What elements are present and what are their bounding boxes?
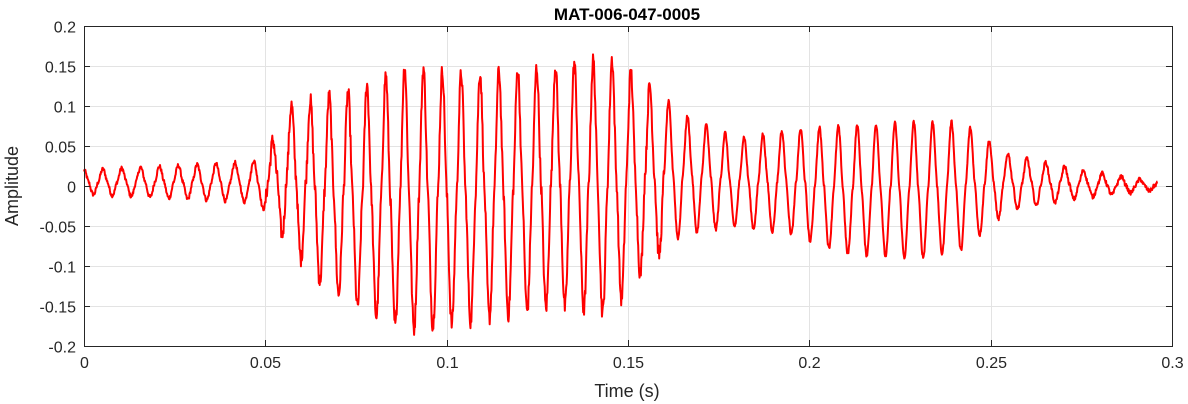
x-tick-label: 0.15: [613, 355, 644, 372]
y-tick-label: 0.1: [54, 100, 76, 117]
x-axis-label: Time (s): [594, 381, 659, 401]
waveform-line: [83, 53, 1159, 336]
y-tick-label: 0: [67, 180, 76, 197]
x-tick-label: 0.3: [1161, 355, 1183, 372]
grid: [84, 26, 1173, 347]
waveform-layer: [83, 53, 1159, 336]
y-tick-label: 0.15: [45, 60, 76, 77]
y-tick-label: 0.2: [54, 20, 76, 37]
chart-title: MAT-006-047-0005: [554, 5, 700, 24]
y-tick-label: -0.15: [40, 300, 77, 317]
x-tick-label: 0.05: [250, 355, 281, 372]
x-tick-label: 0.25: [976, 355, 1007, 372]
y-tick-label: -0.05: [40, 220, 77, 237]
x-tick-label: 0.2: [798, 355, 820, 372]
y-axis-label: Amplitude: [2, 146, 22, 226]
y-tick-label: 0.05: [45, 140, 76, 157]
x-tick-label: 0: [80, 355, 89, 372]
x-tick-label: 0.1: [436, 355, 458, 372]
y-tick-label: -0.1: [48, 260, 76, 277]
axes-ticks: 0 0.05 0.1 0.15 0.2 0.25 0.3 -0.2 -0.15 -0.1 -0.05…: [40, 20, 1184, 373]
y-tick-label: -0.2: [48, 340, 76, 357]
